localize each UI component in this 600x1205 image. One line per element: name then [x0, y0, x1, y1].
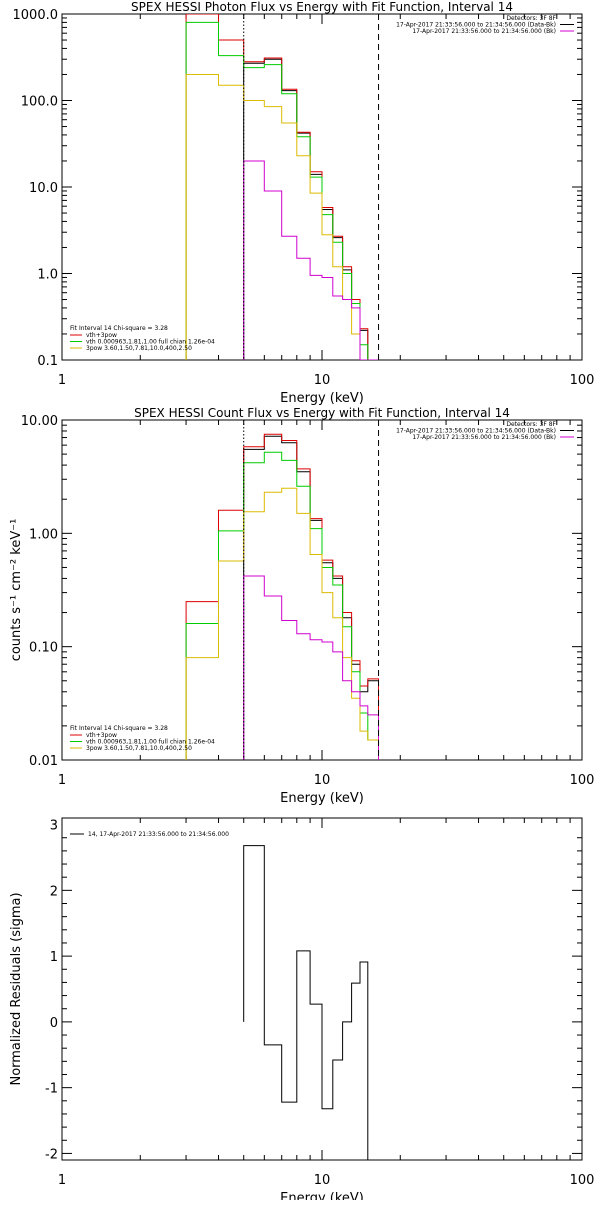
panel2-fit-legend-header: Fit Interval 14 Chi-square = 3.28 [70, 725, 168, 732]
panel3-x-tick-label: 10 [314, 1173, 331, 1188]
panel3-y-tick-label: 1 [50, 950, 58, 965]
panel1-y-tick-label: 0.1 [37, 354, 58, 369]
panel3-y-axis-label: Normalized Residuals (sigma) [9, 892, 24, 1085]
panel2-y-tick-label: 0.01 [29, 754, 58, 769]
panel2-series-0-step-line [243, 435, 379, 760]
panel1-series-4-step-line [243, 160, 379, 360]
panel2-x-tick-label: 10 [314, 773, 331, 788]
panel2-y-tick-label: 1.00 [29, 527, 58, 542]
panel2-data [185, 433, 379, 760]
panel3-legend-text: 14, 17-Apr-2017 21:33:56.000 to 21:34:56… [88, 831, 229, 838]
panel2-x-tick-label: 1 [58, 773, 66, 788]
panel2-top-legend-text: Detectors: 3F 8F [506, 421, 556, 428]
panel2-fit-legend-text: vth+3pow [86, 732, 117, 739]
panel1-top-legend-text: 17-Apr-2017 21:33:56.000 to 21:34:56.000… [412, 28, 556, 35]
panel2-fit-legend-text: vth 0.000963,1.81,1.00 full chian 1.26e-… [86, 739, 215, 746]
panel1-y-tick-label: 10.0 [29, 181, 58, 196]
panel1-fit-legend-header: Fit Interval 14 Chi-square = 3.28 [70, 325, 168, 332]
panel1-x-tick-label: 1 [58, 373, 66, 388]
panel1-y-tick-label: 1.0 [37, 268, 58, 283]
panel1-fit-legend-text: vth+3pow [86, 332, 117, 339]
panel2-y-tick-label: 0.10 [29, 641, 58, 656]
panel3-series-0-step-line [243, 845, 369, 1160]
panel1-x-axis-label: Energy (keV) [280, 391, 364, 406]
panel3-x-tick-label: 1 [58, 1173, 66, 1188]
panel1-top-legend-text: 17-Apr-2017 21:33:56.000 to 21:34:56.000… [396, 22, 556, 29]
panel1-y-tick-label: 100.0 [21, 95, 58, 110]
panel2-y-tick-label: 10.00 [21, 414, 58, 429]
panel1-fit-legend-text: vth 0.000963,1.81,1.00 full chian 1.26e-… [86, 339, 215, 346]
panel2-top-legend-text: 17-Apr-2017 21:33:56.000 to 21:34:56.000… [412, 434, 556, 441]
panel1-x-tick-label: 10 [314, 373, 331, 388]
panel3-y-tick-label: 0 [50, 1016, 58, 1031]
panel3-x-tick-label: 100 [570, 1173, 595, 1188]
panel3-y-tick-label: -2 [45, 1147, 58, 1162]
panel2-fit-legend-text: 3pow 3.60,1.50,7.81,10.0,400,2.50 [86, 745, 192, 752]
panel1-fit-legend-text: 3pow 3.60,1.50,7.81,10.0,400,2.50 [86, 345, 192, 352]
panel3-y-tick-label: 2 [50, 884, 58, 899]
panel2-title: SPEX HESSI Count Flux vs Energy with Fit… [134, 406, 510, 420]
panel2-x-axis-label: Energy (keV) [280, 791, 364, 806]
panel3-x-axis-label: Energy (keV) [280, 1191, 364, 1200]
panel3-y-tick-label: 3 [50, 819, 58, 834]
panel2-series-4-step-line [243, 575, 379, 760]
panel3-data [243, 845, 369, 1160]
panel2-y-axis-label: counts s⁻¹ cm⁻² keV⁻¹ [9, 519, 24, 662]
panel1-top-legend-text: Detectors: 3F 8F [506, 15, 556, 22]
panel3-y-tick-label: -1 [45, 1082, 58, 1097]
panel1-y-tick-label: 1000.0 [13, 8, 59, 23]
panel2-x-tick-label: 100 [570, 773, 595, 788]
panel1-title: SPEX HESSI Photon Flux vs Energy with Fi… [131, 0, 513, 14]
panel1-x-tick-label: 100 [570, 373, 595, 388]
panel2-top-legend-text: 17-Apr-2017 21:33:56.000 to 21:34:56.000… [396, 428, 556, 435]
